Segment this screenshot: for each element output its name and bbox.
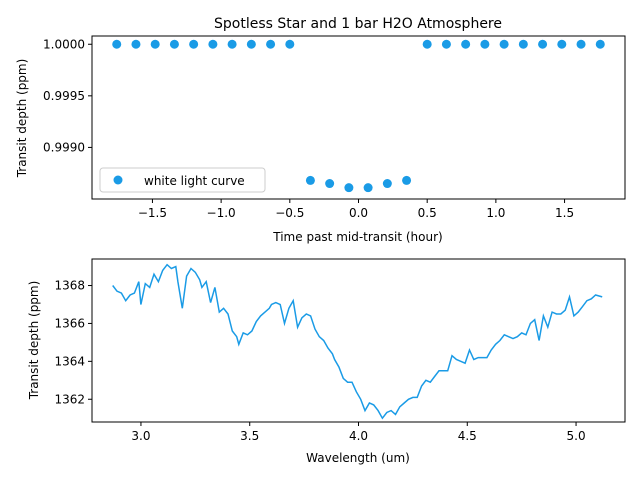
light-curve-point xyxy=(227,39,237,49)
spectrum-x-tick-label: 5.0 xyxy=(567,429,586,443)
light-curve-x-tick-label: 0.5 xyxy=(418,206,437,220)
light-curve-point xyxy=(131,39,141,49)
light-curve-y-tick-label: 0.9990 xyxy=(43,140,85,154)
light-curve-x-tick-label: −1.0 xyxy=(207,206,236,220)
light-curve-point xyxy=(150,39,160,49)
light-curve-point xyxy=(402,175,412,185)
spectrum-x-tick-label: 3.5 xyxy=(240,429,259,443)
spectrum-x-tick-label: 4.5 xyxy=(458,429,477,443)
spectrum-ticks: 3.0 3.5 4.0 4.5 5.0 1362 1364 1366 1368 xyxy=(54,279,585,443)
spectrum-y-axis-label: Transit depth (ppm) xyxy=(27,281,41,401)
spectrum-x-tick-label: 4.0 xyxy=(349,429,368,443)
light-curve-legend: white light curve xyxy=(99,167,266,193)
light-curve-y-tick-label: 1.0000 xyxy=(43,37,85,51)
legend-label-white-light-curve: white light curve xyxy=(144,174,245,188)
light-curve-point xyxy=(169,39,179,49)
light-curve-title: Spotless Star and 1 bar H2O Atmosphere xyxy=(214,16,502,32)
light-curve-points xyxy=(112,39,605,193)
light-curve-point xyxy=(480,39,490,49)
spectrum-y-tick-label: 1364 xyxy=(54,354,85,368)
light-curve-point xyxy=(576,39,586,49)
light-curve-y-tick-label: 0.9995 xyxy=(43,89,85,103)
light-curve-point xyxy=(441,39,451,49)
light-curve-plot-frame xyxy=(91,35,626,200)
spectrum-x-axis-label: Wavelength (um) xyxy=(306,451,410,465)
legend-marker xyxy=(113,175,123,185)
light-curve-point xyxy=(595,39,605,49)
light-curve-point xyxy=(112,39,122,49)
light-curve-point xyxy=(422,39,432,49)
spectrum-plot-frame xyxy=(91,258,626,423)
light-curve-x-tick-label: 1.5 xyxy=(555,206,574,220)
light-curve-point xyxy=(285,39,295,49)
light-curve-x-tick-label: −1.5 xyxy=(138,206,167,220)
light-curve-point xyxy=(189,39,199,49)
light-curve-point xyxy=(325,179,335,189)
light-curve-point xyxy=(208,39,218,49)
legend-frame xyxy=(99,167,266,193)
light-curve-point xyxy=(344,183,354,193)
light-curve-point xyxy=(557,39,567,49)
light-curve-x-tick-label: 1.0 xyxy=(486,206,505,220)
light-curve-panel: Spotless Star and 1 bar H2O Atmosphere −… xyxy=(15,16,626,244)
light-curve-point xyxy=(499,39,509,49)
light-curve-point xyxy=(246,39,256,49)
light-curve-x-tick-label: −0.5 xyxy=(275,206,304,220)
spectrum-x-tick-label: 3.0 xyxy=(131,429,150,443)
spectrum-y-tick-label: 1362 xyxy=(54,392,85,406)
light-curve-x-axis-label: Time past mid-transit (hour) xyxy=(272,230,442,244)
light-curve-point xyxy=(305,175,315,185)
spectrum-series-line xyxy=(112,263,603,420)
spectrum-y-tick-label: 1368 xyxy=(54,279,85,293)
light-curve-point xyxy=(363,183,373,193)
light-curve-point xyxy=(266,39,276,49)
light-curve-x-tick-label: 0.0 xyxy=(349,206,368,220)
light-curve-point xyxy=(382,179,392,189)
spectrum-y-tick-label: 1366 xyxy=(54,316,85,330)
light-curve-point xyxy=(538,39,548,49)
spectrum-panel: 3.0 3.5 4.0 4.5 5.0 1362 1364 1366 1368 Waveleng… xyxy=(27,258,626,465)
light-curve-point xyxy=(461,39,471,49)
light-curve-ticks: −1.5 −1.0 −0.5 0.0 0.5 1.0 1.5 0.9990 0.9995 1.00… xyxy=(43,37,574,220)
light-curve-point xyxy=(518,39,528,49)
light-curve-y-axis-label: Transit depth (ppm) xyxy=(15,59,29,179)
